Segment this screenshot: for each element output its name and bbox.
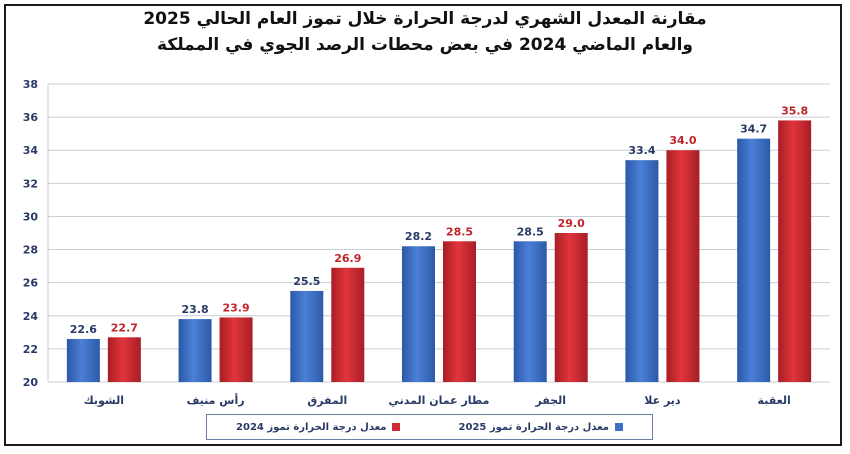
data-label-2025-6: 34.7 [740, 123, 767, 136]
y-tick-label-36: 36 [23, 111, 39, 124]
gridlines [48, 83, 830, 383]
data-label-2025-4: 28.5 [517, 225, 544, 238]
data-label-2024-1: 23.9 [223, 301, 250, 314]
y-tick-label-30: 30 [23, 210, 39, 223]
data-label-2025-1: 23.8 [182, 303, 209, 316]
bar-2025-2 [290, 290, 324, 382]
data-labels: 22.6 22.7 23.8 23.9 25.5 26.9 28.2 28.5 28.5 29.0… [70, 104, 808, 336]
legend-item-2024: معدل درجة الحرارة تموز 2024 [236, 421, 401, 433]
data-label-2025-0: 22.6 [70, 323, 97, 336]
x-category-label-3: مطار عمان المدني [389, 394, 490, 407]
data-label-2024-5: 34.0 [669, 134, 696, 147]
data-label-2024-4: 29.0 [558, 217, 585, 230]
data-label-2024-2: 26.9 [334, 252, 361, 265]
data-label-2025-3: 28.2 [405, 230, 432, 243]
bar-2024-1 [219, 317, 253, 382]
x-category-label-4: الجفر [534, 394, 566, 407]
y-tick-label-24: 24 [23, 310, 39, 323]
legend-swatch-2024 [392, 423, 401, 431]
y-tick-label-32: 32 [23, 177, 38, 190]
bar-2025-4 [513, 241, 547, 382]
x-category-label-1: رأس منيف [187, 393, 245, 407]
bar-2024-6 [778, 120, 812, 382]
legend-label-2024: معدل درجة الحرارة تموز 2024 [236, 421, 387, 433]
x-category-label-0: الشوبك [84, 394, 124, 407]
bar-2024-0 [107, 337, 141, 382]
y-tick-label-28: 28 [23, 244, 38, 257]
bar-2025-6 [737, 138, 771, 382]
bar-2025-0 [66, 338, 100, 382]
bar-2024-5 [666, 150, 700, 382]
y-tick-label-20: 20 [23, 376, 39, 389]
y-tick-label-34: 34 [23, 144, 39, 157]
x-category-label-2: المفرق [307, 394, 347, 407]
chart-title-block: مقارنة المعدل الشهري لدرجة الحرارة خلال … [0, 6, 850, 58]
legend-item-2025: معدل درجة الحرارة تموز 2025 [459, 422, 623, 433]
bar-2024-4 [554, 233, 588, 382]
legend: معدل درجة الحرارة تموز 2025 معدل درجة ال… [206, 414, 653, 440]
data-label-2024-0: 22.7 [111, 321, 138, 334]
data-label-2025-2: 25.5 [293, 275, 320, 288]
legend-label-2025: معدل درجة الحرارة تموز 2025 [458, 421, 609, 433]
bar-2025-5 [625, 160, 659, 382]
x-axis: الشوبك رأس منيف المفرق مطار عمان المدني الجف… [84, 393, 791, 407]
bar-2024-3 [443, 241, 476, 382]
bars [66, 120, 812, 382]
y-tick-label-38: 38 [23, 78, 38, 91]
bar-2024-2 [331, 267, 365, 382]
x-category-label-5: دير علا [644, 394, 681, 407]
y-axis: 20 22 24 26 28 30 32 34 36 38 [23, 78, 49, 389]
chart-title-line-1: مقارنة المعدل الشهري لدرجة الحرارة خلال … [143, 9, 707, 29]
data-label-2025-5: 33.4 [628, 144, 655, 157]
bar-2025-1 [178, 319, 212, 382]
y-tick-label-22: 22 [23, 343, 38, 356]
legend-swatch-2025 [614, 423, 623, 431]
chart-title-line-2: والعام الماضي 2024 في بعض محطات الرصد ال… [157, 35, 693, 55]
data-label-2024-6: 35.8 [781, 104, 808, 117]
bar-2025-3 [402, 246, 435, 382]
data-label-2024-3: 28.5 [446, 225, 473, 238]
y-tick-label-26: 26 [23, 277, 39, 290]
x-category-label-6: العقبة [758, 394, 791, 407]
